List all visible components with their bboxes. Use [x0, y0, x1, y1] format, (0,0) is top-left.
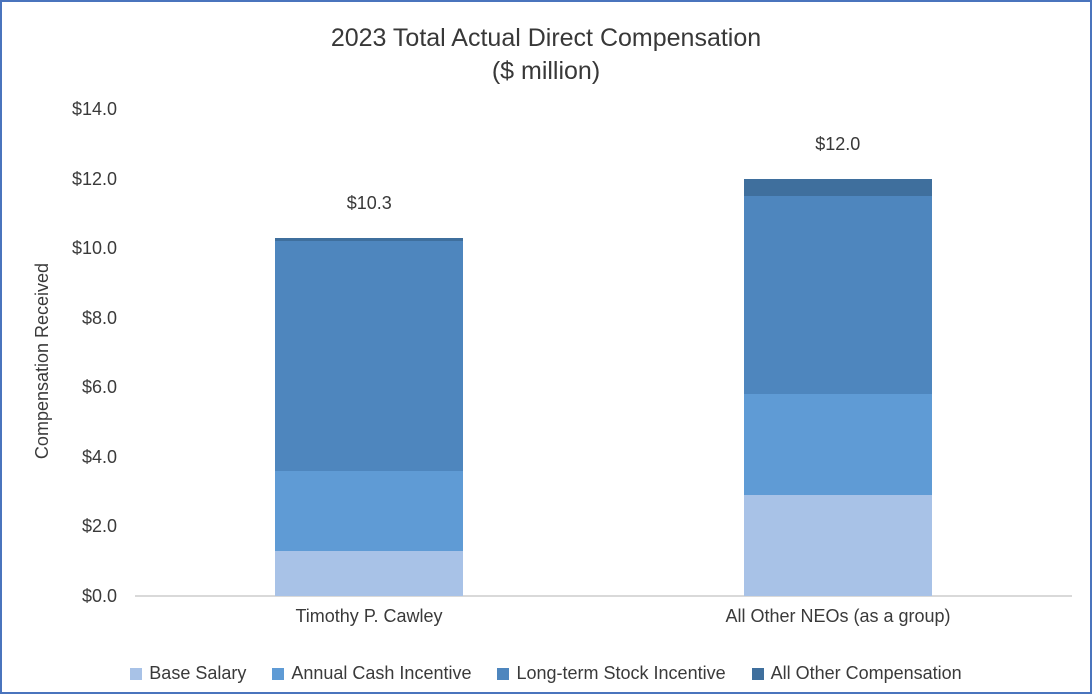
- bar-segment-all-other-compensation: [275, 237, 464, 242]
- x-axis-category-labels: Timothy P. Cawley All Other NEOs (as a g…: [135, 606, 1072, 632]
- y-axis-tick-labels: $0.0 $2.0 $4.0 $6.0 $8.0 $10.0 $12.0 $14.0: [2, 99, 117, 606]
- legend-label: Base Salary: [149, 663, 247, 683]
- plot-area: $10.3 $12.0: [135, 109, 1072, 597]
- y-tick-label: $2.0: [81, 516, 117, 537]
- y-tick-label: $6.0: [81, 377, 117, 398]
- chart-subtitle: ($ million): [491, 56, 601, 85]
- legend-item-base-salary: Base Salary: [130, 663, 246, 684]
- legend-label: Annual Cash Incentive: [291, 663, 472, 683]
- stacked-bar-all-other-neos: [743, 178, 932, 596]
- legend-label: All Other Compensation: [770, 663, 962, 683]
- category-label-all-other-neos: All Other NEOs (as a group): [725, 606, 951, 626]
- bar-segment-long-term-stock-incentive: [275, 241, 464, 471]
- legend-item-long-term-stock-incentive: Long-term Stock Incentive: [497, 663, 726, 684]
- y-tick-label: $12.0: [71, 168, 117, 189]
- legend-item-annual-cash-incentive: Annual Cash Incentive: [272, 663, 471, 684]
- legend-swatch-icon: [272, 667, 285, 680]
- bar-segment-all-other-compensation: [743, 178, 932, 196]
- y-tick-label: $8.0: [81, 307, 117, 328]
- legend-swatch-icon: [130, 667, 143, 680]
- category-label-timothy-cawley: Timothy P. Cawley: [295, 606, 443, 626]
- legend-swatch-icon: [497, 667, 510, 680]
- bar-segment-annual-cash-incentive: [275, 470, 464, 551]
- legend-item-all-other-compensation: All Other Compensation: [751, 663, 962, 684]
- y-tick-label: $4.0: [81, 446, 117, 467]
- y-tick-label: $14.0: [71, 99, 117, 119]
- chart-title: 2023 Total Actual Direct Compensation: [330, 24, 762, 52]
- legend-label: Long-term Stock Incentive: [516, 663, 726, 683]
- bar-segment-long-term-stock-incentive: [743, 195, 932, 395]
- bar-segment-base-salary: [743, 495, 932, 596]
- title-block: 2023 Total Actual Direct Compensation ($…: [2, 22, 1090, 87]
- stacked-bar-timothy-cawley: [275, 237, 464, 596]
- y-tick-label: $0.0: [81, 586, 117, 606]
- legend-swatch-icon: [751, 667, 764, 680]
- bar-total-label: $10.3: [346, 192, 392, 213]
- x-axis-line: [135, 595, 1072, 597]
- bar-segment-base-salary: [275, 550, 464, 596]
- bar-total-label: $12.0: [815, 133, 861, 154]
- legend: Base Salary Annual Cash Incentive Long-ter…: [2, 663, 1090, 684]
- y-tick-label: $10.0: [71, 238, 117, 259]
- bar-segment-annual-cash-incentive: [743, 394, 932, 496]
